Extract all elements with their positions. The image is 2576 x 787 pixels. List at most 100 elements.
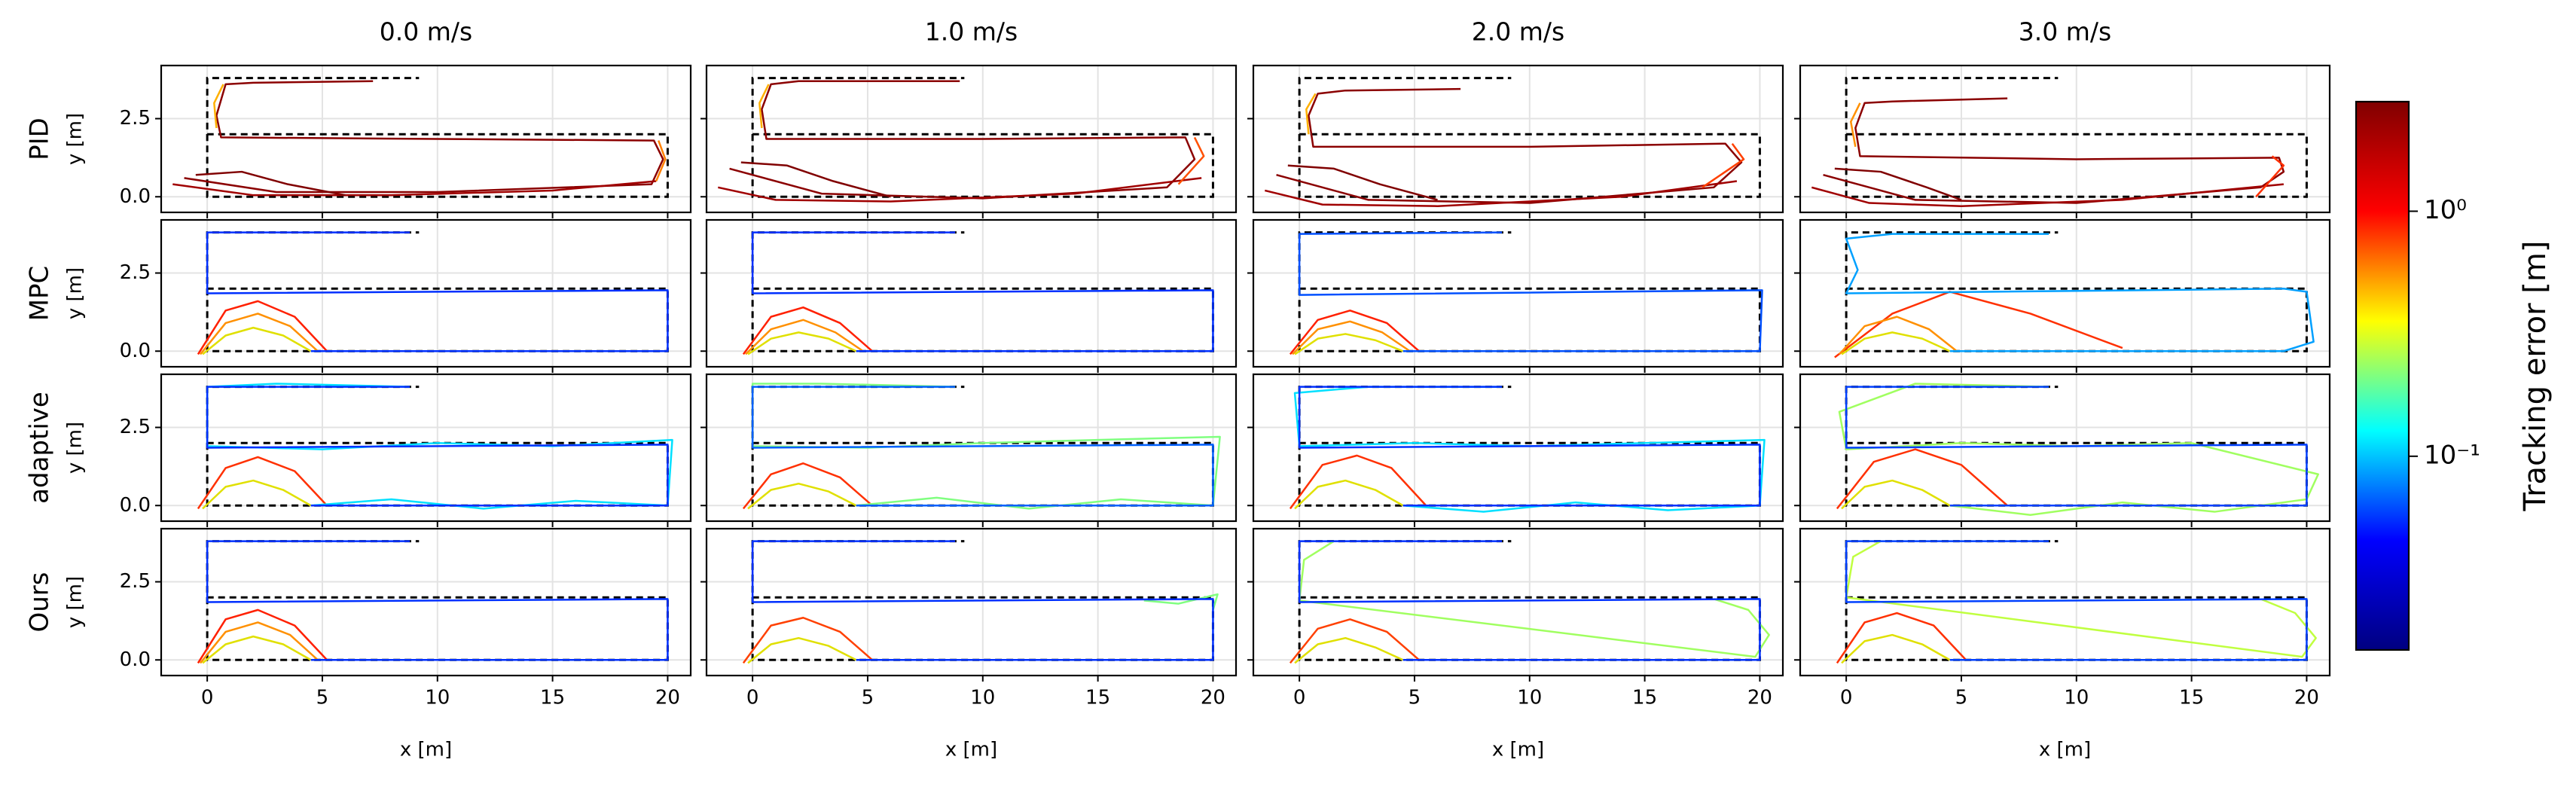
trajectory bbox=[1289, 310, 1420, 355]
trajectory bbox=[197, 300, 328, 355]
trajectory bbox=[1292, 320, 1411, 355]
trajectory bbox=[206, 540, 669, 661]
x-tick-label: 10 bbox=[1517, 687, 1542, 709]
trajectory bbox=[747, 482, 857, 510]
panel-frame bbox=[705, 527, 1238, 677]
x-tick-label: 20 bbox=[655, 687, 680, 709]
trajectory bbox=[742, 462, 873, 510]
panel-frame bbox=[160, 64, 692, 214]
trajectory bbox=[1298, 231, 1763, 352]
trajectory bbox=[1143, 593, 1219, 611]
trajectory bbox=[202, 479, 312, 510]
trajectory bbox=[1841, 479, 1951, 510]
panel: 0 5 10 15 20 x [m] bbox=[1247, 527, 1784, 761]
trajectory bbox=[1293, 386, 1766, 513]
panel-frame bbox=[1252, 218, 1784, 368]
x-tick-label: 10 bbox=[425, 687, 450, 709]
x-tick-label: 0 bbox=[1840, 687, 1853, 709]
trajectory bbox=[213, 84, 224, 129]
trajectory bbox=[747, 636, 857, 664]
column-title: 3.0 m/s bbox=[2019, 17, 2111, 47]
plot-area bbox=[1836, 540, 2317, 664]
trajectory bbox=[1839, 316, 1958, 355]
trajectory bbox=[1287, 164, 1438, 201]
x-axis-label: x [m] bbox=[945, 739, 997, 761]
panel-frame bbox=[1252, 64, 1784, 214]
trajectory bbox=[1838, 383, 2319, 516]
y-axis-label: y [m] bbox=[64, 576, 87, 628]
y-tick-label: 2.5 bbox=[120, 416, 151, 438]
trajectory bbox=[1834, 291, 2123, 358]
trajectory bbox=[197, 456, 328, 510]
x-tick-label: 15 bbox=[1085, 687, 1110, 709]
plot-area bbox=[1836, 383, 2319, 516]
y-axis-label: y [m] bbox=[64, 113, 87, 165]
plot-area bbox=[197, 383, 673, 510]
trajectory bbox=[195, 170, 346, 197]
trajectory bbox=[1845, 540, 2317, 658]
plot-area bbox=[718, 77, 1214, 203]
plot-area bbox=[1289, 231, 1763, 355]
row-label: Ours bbox=[25, 572, 55, 632]
panel-frame bbox=[705, 64, 1238, 214]
x-tick-label: 5 bbox=[1955, 687, 1968, 709]
panel bbox=[1247, 218, 1784, 373]
trajectory bbox=[1276, 87, 1743, 204]
panel: 0 5 10 15 20 0.0 2.5 x [m] y [m] Ours bbox=[25, 527, 692, 761]
trajectory bbox=[1845, 540, 2308, 661]
plot-area bbox=[1289, 540, 1770, 664]
x-tick-label: 10 bbox=[2064, 687, 2089, 709]
x-tick-label: 5 bbox=[1409, 687, 1421, 709]
x-tick-label: 15 bbox=[1632, 687, 1657, 709]
column-title: 1.0 m/s bbox=[925, 17, 1018, 47]
trajectory bbox=[1845, 386, 2308, 507]
trajectory bbox=[1702, 142, 1745, 188]
trajectory bbox=[1294, 333, 1404, 355]
x-tick-label: 20 bbox=[2294, 687, 2319, 709]
reference-path bbox=[206, 77, 669, 198]
colorbar-label: Tracking error [m] bbox=[2518, 241, 2553, 512]
panel: 3.0 m/s bbox=[1794, 17, 2331, 218]
panel: 0.0 2.5 y [m] adaptive bbox=[25, 373, 692, 527]
column-title: 2.0 m/s bbox=[1472, 17, 1564, 47]
plot-area bbox=[742, 540, 1219, 664]
trajectory bbox=[1298, 540, 1770, 658]
trajectory bbox=[199, 621, 319, 664]
trajectory bbox=[2255, 155, 2285, 198]
plot-area bbox=[1834, 231, 2315, 358]
plot-area bbox=[742, 231, 1214, 355]
colorbar-tick-label: 10⁰ bbox=[2424, 195, 2467, 225]
plot-area bbox=[1264, 77, 1761, 207]
row-label: adaptive bbox=[25, 392, 55, 504]
trajectory bbox=[202, 326, 312, 355]
trajectory bbox=[184, 80, 664, 194]
x-tick-label: 15 bbox=[540, 687, 565, 709]
trajectory bbox=[751, 231, 1214, 352]
trajectory bbox=[199, 313, 319, 355]
trajectory bbox=[206, 386, 669, 507]
trajectory bbox=[729, 80, 1196, 200]
plot-area bbox=[172, 77, 669, 198]
panel-frame bbox=[1799, 218, 2331, 368]
x-tick-label: 20 bbox=[1747, 687, 1772, 709]
x-axis-label: x [m] bbox=[2039, 739, 2091, 761]
panel bbox=[700, 373, 1238, 527]
y-tick-label: 0.0 bbox=[120, 185, 151, 208]
trajectory bbox=[740, 161, 891, 198]
trajectory bbox=[1294, 636, 1404, 664]
row-label: PID bbox=[25, 117, 55, 160]
trajectory bbox=[202, 635, 312, 664]
x-tick-label: 10 bbox=[970, 687, 995, 709]
x-tick-label: 5 bbox=[316, 687, 329, 709]
trajectory bbox=[172, 180, 657, 197]
trajectory bbox=[1836, 612, 1967, 664]
reference-path bbox=[1298, 77, 1761, 198]
trajectory bbox=[1298, 386, 1761, 507]
trajectory bbox=[718, 177, 1202, 203]
trajectory bbox=[751, 386, 1214, 507]
x-axis-label: x [m] bbox=[400, 739, 452, 761]
plot-area bbox=[197, 540, 669, 664]
trajectory bbox=[206, 231, 669, 352]
x-axis-label: x [m] bbox=[1492, 739, 1544, 761]
